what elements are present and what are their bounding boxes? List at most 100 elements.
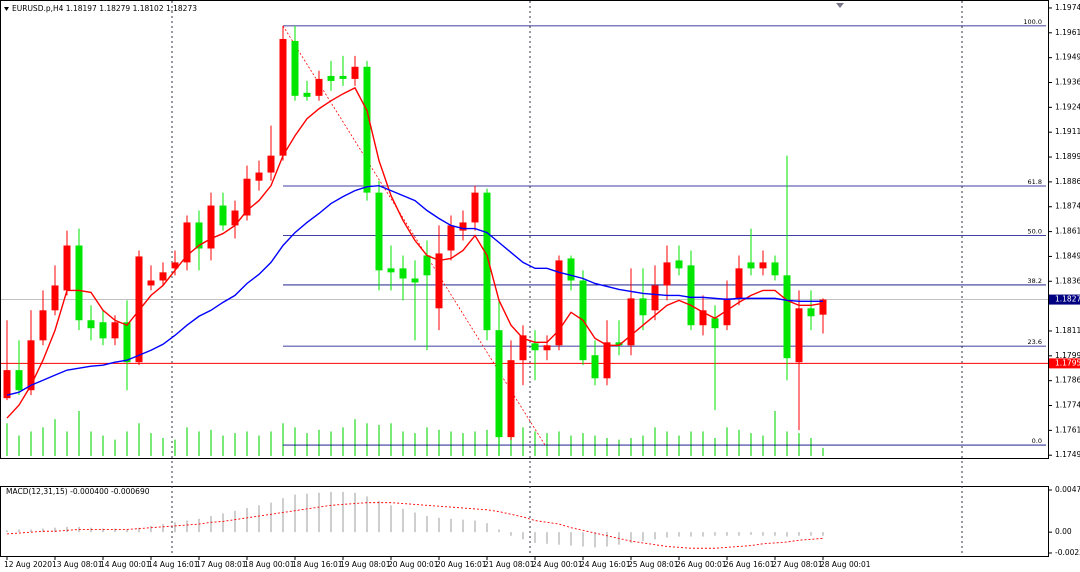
macd-title: MACD(12,31,15) -0.000400 -0.000690 (6, 487, 150, 496)
y-tick-label: 1.19365 (1055, 78, 1080, 87)
main-panel-frame (0, 0, 1049, 459)
candle-body (675, 260, 683, 269)
candle-body (27, 340, 35, 391)
x-tick-label: 25 Aug 08:01 (628, 560, 679, 569)
candle-body (231, 210, 239, 226)
price-label-box (1049, 294, 1080, 305)
candle-body (615, 342, 623, 346)
symbol-title: EURUSD.p,H4 1.18197 1.18279 1.18102 1.18… (12, 4, 197, 13)
candle-body (51, 285, 59, 311)
y-tick-label: 1.17865 (1055, 376, 1080, 385)
x-tick-label: 12 Aug 2020 (4, 560, 52, 569)
y-tick-label: 1.17990 (1055, 351, 1080, 360)
x-tick-label: 26 Aug 16:01 (724, 560, 775, 569)
candle-body (687, 265, 695, 326)
candle-body (543, 345, 551, 351)
candle-body (63, 245, 71, 291)
candle-body (39, 310, 47, 341)
candle-body (795, 308, 803, 363)
x-tick-label: 13 Aug 08:01 (52, 560, 103, 569)
y-tick-label: -0.00233 (1055, 548, 1080, 557)
x-tick-label: 18 Aug 16:01 (292, 560, 343, 569)
x-tick-label: 14 Aug 16:01 (148, 560, 199, 569)
candle-body (651, 285, 659, 311)
candle-body (471, 192, 479, 223)
candle-body (591, 355, 599, 379)
y-tick-label: 1.18365 (1055, 276, 1080, 285)
candle-body (759, 262, 767, 269)
y-tick-label: 1.18490 (1055, 251, 1080, 260)
candle-body (123, 322, 131, 363)
y-tick-label: 1.18990 (1055, 152, 1080, 161)
candle-body (819, 299, 827, 315)
x-tick-label: 21 Aug 08:01 (484, 560, 535, 569)
candle-body (783, 275, 791, 359)
candle-body (351, 66, 359, 79)
candle-body (603, 342, 611, 379)
candle-body (807, 308, 815, 317)
x-tick-label: 18 Aug 00:01 (244, 560, 295, 569)
x-tick-label: 17 Aug 08:01 (196, 560, 247, 569)
price-label: 1.18273 (1055, 295, 1080, 304)
candle-body (423, 255, 431, 276)
x-tick-label: 28 Aug 00:01 (820, 560, 871, 569)
y-tick-label: 1.19740 (1055, 3, 1080, 12)
candle-body (303, 92, 311, 97)
x-tick-label: 26 Aug 00:01 (676, 560, 727, 569)
y-tick-label: 0.004712 (1055, 485, 1080, 494)
candle-body (195, 222, 203, 249)
macd-signal (6, 502, 824, 549)
candle-body (111, 322, 119, 339)
candle-body (375, 192, 383, 271)
candle-body (207, 205, 215, 249)
candle-body (507, 360, 515, 438)
candle-body (711, 318, 719, 329)
y-tick-label: 1.18615 (1055, 227, 1080, 236)
candle-body (267, 155, 275, 173)
candle-body (459, 222, 467, 231)
y-tick-label: 1.17490 (1055, 450, 1080, 459)
fib-level-label: 38.2 (1028, 277, 1042, 285)
candle-body (483, 192, 491, 331)
candle-body (363, 66, 371, 193)
candle-body (747, 262, 755, 269)
candle-body (243, 178, 251, 216)
y-tick-label: 1.17740 (1055, 401, 1080, 410)
candle-body (519, 335, 527, 361)
candle-body (15, 370, 23, 391)
candle-body (99, 322, 107, 339)
candle-body (411, 278, 419, 283)
candle-body (567, 258, 575, 281)
x-tick-label: 27 Aug 08:01 (772, 560, 823, 569)
y-tick-label: 1.18865 (1055, 177, 1080, 186)
candle-body (75, 245, 83, 321)
fib-level-label: 61.8 (1028, 178, 1042, 186)
moving-average (6, 184, 823, 396)
candle-body (663, 262, 671, 286)
x-tick-label: 20 Aug 00:01 (388, 560, 439, 569)
candle-body (771, 262, 779, 276)
price-label: 1.17952 (1055, 358, 1080, 367)
candle-body (183, 222, 191, 263)
candle-body (339, 75, 347, 79)
candle-body (555, 260, 563, 346)
fib-level-label: 23.6 (1028, 338, 1042, 346)
y-tick-label: 1.19240 (1055, 102, 1080, 111)
x-tick-label: 24 Aug 16:01 (580, 560, 631, 569)
candle-body (255, 172, 263, 181)
candle-body (147, 280, 155, 286)
moving-average (6, 86, 824, 419)
candle-body (735, 268, 743, 299)
y-tick-label: 0.00 (1055, 527, 1072, 536)
candle-body (639, 298, 647, 316)
candle-body (627, 298, 635, 346)
y-tick-label: 1.18115 (1055, 326, 1080, 335)
candle-body (87, 320, 95, 329)
y-tick-label: 1.17615 (1055, 425, 1080, 434)
y-tick-label: 1.19115 (1055, 127, 1080, 136)
candle-body (435, 253, 443, 309)
dropdown-arrow (4, 7, 9, 11)
